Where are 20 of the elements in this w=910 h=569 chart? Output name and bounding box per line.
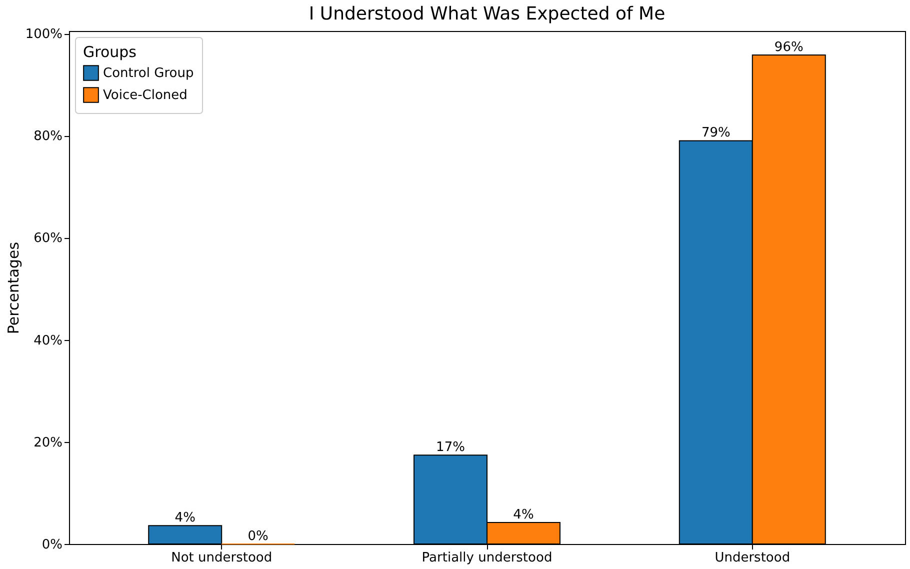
y-tick-label: 60%: [34, 231, 62, 246]
x-tick-label: Partially understood: [422, 550, 552, 566]
y-tick-label: 0%: [42, 538, 62, 552]
y-tick-label: 20%: [34, 435, 62, 450]
data-label: 96%: [774, 40, 804, 55]
data-label: 17%: [436, 440, 465, 456]
data-label: 0%: [248, 529, 268, 544]
x-tick-label: Not understood: [171, 550, 272, 566]
y-tick-label: 40%: [34, 333, 62, 348]
data-label: 79%: [701, 126, 730, 141]
data-label: 4%: [174, 510, 196, 526]
y-tick-label: 100%: [25, 27, 62, 42]
y-axis-title: Percentages: [4, 242, 22, 334]
data-label: 4%: [513, 508, 534, 523]
chart-title: I Understood What Was Expected of Me: [308, 4, 666, 25]
legend-label: Control Group: [103, 66, 194, 81]
x-tick-label: Understood: [714, 550, 790, 566]
legend-label: Voice-Cloned: [103, 88, 188, 103]
legend-title: Groups: [83, 43, 137, 61]
y-tick-label: 80%: [34, 129, 62, 144]
